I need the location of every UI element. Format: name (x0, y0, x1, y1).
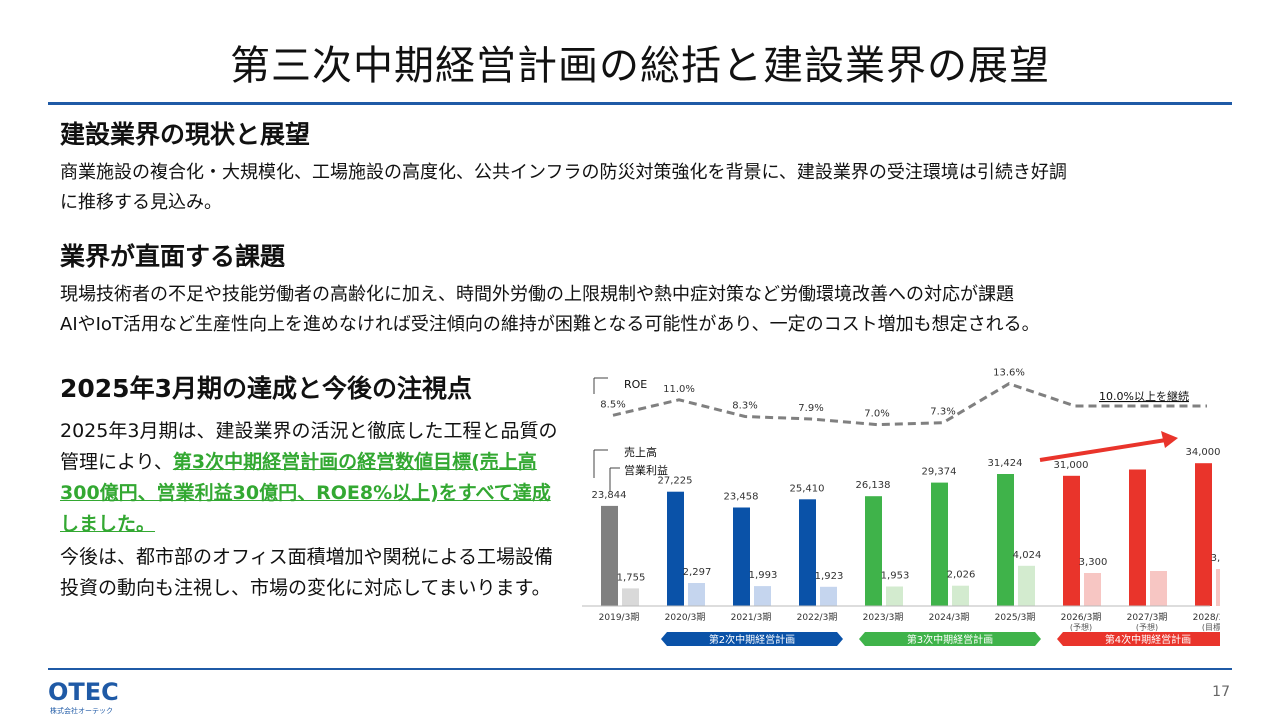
sales-bar (733, 507, 750, 606)
achievement-highlight-link[interactable]: 第3次中期経営計画の経営数値目標(売上高300億円、営業利益30億円、ROE8%… (60, 451, 551, 535)
sales-value-label: 29,374 (922, 467, 957, 478)
profit-bar (820, 586, 837, 606)
profit-bar (754, 586, 771, 606)
roe-value-label: 8.3% (732, 401, 757, 412)
x-tick-note: (予想) (1070, 622, 1092, 632)
profit-value-label: 2,297 (683, 567, 712, 578)
profit-value-label: 1,993 (749, 570, 778, 581)
profit-value-label: 1,953 (881, 571, 910, 582)
x-tick-label: 2021/3期 (731, 612, 772, 623)
footer-divider (48, 668, 1232, 670)
sales-value-label: 34,000 (1186, 447, 1221, 458)
x-tick-note: (目標) (1202, 622, 1220, 632)
plan-banner (859, 632, 1041, 646)
growth-arrow-head (1161, 431, 1178, 448)
achievement-paragraph: 2025年3月期は、建設業界の活況と徹底した工程と品質の管理により、第3次中期経… (60, 416, 560, 540)
sales-bar (1195, 463, 1212, 606)
sales-value-label: 31,000 (1054, 460, 1089, 471)
profit-bar (1084, 573, 1101, 606)
legend-roe-bracket (593, 377, 608, 394)
x-tick-note: (予想) (1136, 622, 1158, 632)
sales-bar (997, 474, 1014, 606)
sales-value-label: 26,138 (856, 480, 891, 491)
section-heading-outlook: 建設業界の現状と展望 (60, 120, 311, 149)
legend-profit-bracket (609, 467, 620, 492)
x-tick-label: 2024/3期 (929, 612, 970, 623)
plan-banner-label: 第2次中期経営計画 (709, 633, 795, 646)
plan-banner-label: 第3次中期経営計画 (907, 633, 993, 646)
page-number: 17 (1212, 684, 1230, 700)
x-tick-label: 2020/3期 (665, 612, 706, 623)
roe-value-label: 7.3% (930, 407, 955, 418)
profit-bar (1150, 571, 1167, 606)
profit-bar (622, 588, 639, 606)
logo-mark: OTEC (48, 678, 118, 706)
growth-arrow-line (1039, 438, 1167, 462)
profit-value-label: 3,300 (1079, 557, 1108, 568)
roe-value-label: 7.0% (864, 409, 889, 420)
outlook-future-text: 今後は、都市部のオフィス面積増加や関税による工場設備投資の動向も注視し、市場の変… (60, 546, 554, 599)
issues-line-1: 現場技術者の不足や技能労働者の高齢化に加え、時間外労働の上限規制や熱中症対策など… (60, 284, 1014, 305)
profit-value-label: 1,923 (815, 571, 844, 582)
roe-line (612, 382, 1207, 427)
x-tick-label: 2022/3期 (797, 612, 838, 623)
plan-banner (1057, 632, 1220, 646)
sales-value-label: 25,410 (790, 483, 825, 494)
logo-caption: 株式会社オーテック (50, 706, 113, 715)
profit-bar (952, 585, 969, 606)
legend-roe-label: ROE (624, 378, 647, 391)
x-tick-label: 2026/3期 (1061, 612, 1102, 623)
sales-bar (601, 505, 618, 606)
section-heading-achievement: 2025年3月期の達成と今後の注視点 (60, 374, 472, 403)
outlook-line-1: 商業施設の複合化・大規模化、工場施設の高度化、公共インフラの防災対策強化を背景に… (60, 162, 1067, 183)
roe-target-label: 10.0%以上を継続 (1099, 389, 1189, 403)
x-tick-label: 2027/3期 (1127, 612, 1168, 623)
profit-value-label: 2,026 (947, 570, 976, 581)
sales-bar (1129, 469, 1146, 606)
company-logo: OTEC 株式会社オーテック (48, 678, 118, 715)
profit-value-label: 1,755 (617, 572, 646, 583)
sales-value-label: 27,225 (658, 476, 693, 487)
profit-value-label: 3,700 (1211, 553, 1220, 564)
profit-value-label: 4,024 (1013, 550, 1042, 561)
x-tick-label: 2028/3期 (1193, 612, 1220, 623)
roe-value-label: 7.9% (798, 403, 823, 414)
section-heading-issues: 業界が直面する課題 (60, 242, 286, 271)
roe-value-label: 13.6% (993, 368, 1025, 379)
sales-bar (931, 482, 948, 606)
profit-bar (1216, 569, 1220, 606)
legend-sales-bracket (593, 449, 608, 478)
issues-line-2: AIやIoT活用など生産性向上を進めなければ受注傾向の維持が困難となる可能性があ… (60, 314, 1040, 335)
achievement-text: 2025年3月期は、建設業界の活況と徹底した工程と品質の管理により、 (60, 420, 558, 473)
sales-bar (1063, 475, 1080, 606)
roe-value-label: 8.5% (600, 399, 625, 410)
sales-value-label: 23,458 (724, 492, 759, 503)
outlook-text: 商業施設の複合化・大規模化、工場施設の高度化、公共インフラの防災対策強化を背景に… (60, 158, 1220, 218)
x-tick-label: 2019/3期 (599, 612, 640, 623)
page-title: 第三次中期経営計画の総括と建設業界の展望 (230, 43, 1050, 89)
profit-bar (688, 583, 705, 606)
plan-banner-label: 第4次中期経営計画 (1105, 633, 1191, 646)
sales-value-label: 31,424 (988, 458, 1023, 469)
profit-bar (886, 586, 903, 606)
x-tick-label: 2023/3期 (863, 612, 904, 623)
profit-bar (1018, 565, 1035, 606)
legend-sales-label: 売上高 (624, 445, 657, 459)
sales-value-label: 23,844 (592, 490, 627, 501)
plan-banner (661, 632, 843, 646)
sales-bar (865, 496, 882, 606)
outlook-line-2: に推移する見込み。 (60, 192, 222, 213)
sales-bar (667, 491, 684, 606)
roe-value-label: 11.0% (663, 384, 695, 395)
title-divider (48, 102, 1232, 105)
sales-bar (799, 499, 816, 606)
x-tick-label: 2025/3期 (995, 612, 1036, 623)
issues-text: 現場技術者の不足や技能労働者の高齢化に加え、時間外労働の上限規制や熱中症対策など… (60, 280, 1220, 340)
legend-profit-label: 営業利益 (624, 463, 668, 477)
